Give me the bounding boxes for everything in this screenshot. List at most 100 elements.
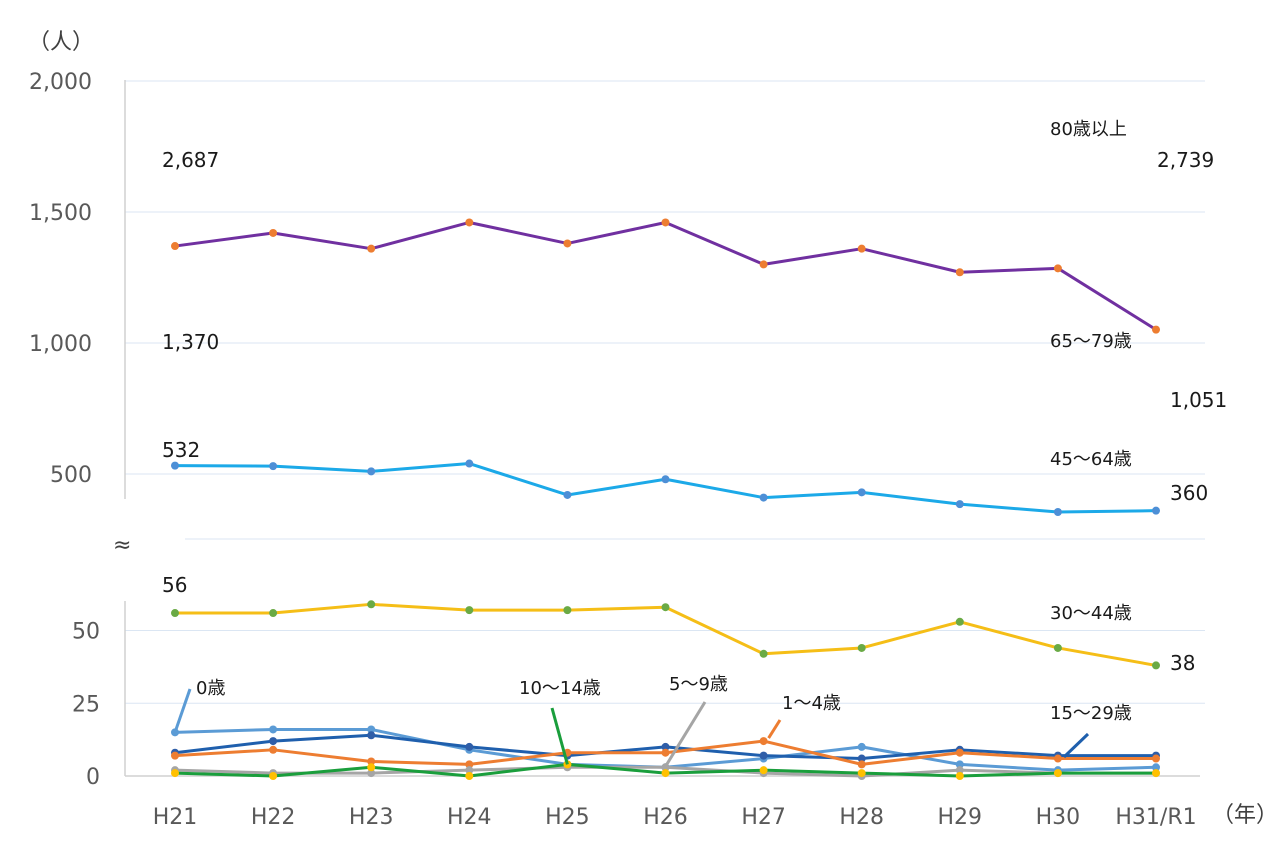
point-lower-10-14-h31-r1: [1152, 769, 1160, 778]
point-lower-30-44-h29: [955, 617, 964, 626]
x-unit-label: （年）: [1212, 803, 1278, 828]
series-label-15-29: 15～29歳: [1050, 703, 1132, 724]
point-lower-15-29-h23: [367, 731, 376, 740]
point-lower-10-14-h28: [857, 769, 866, 778]
y-tick-lower-50: 50: [72, 620, 100, 645]
y-tick-lower-0: 0: [86, 765, 100, 790]
point-lower-1-4-h28: [857, 760, 866, 769]
point-lower-1-4-h24: [465, 760, 474, 769]
point-upper-45-64-h22: [269, 462, 278, 471]
point-upper-65-79-h25: [563, 239, 572, 248]
point-lower-30-44-h23: [367, 600, 376, 609]
x-tick-h29: H29: [938, 805, 983, 830]
x-tick-h25: H25: [545, 805, 590, 830]
point-lower-10-14-h26: [661, 769, 670, 778]
point-lower-1-4-h21: [171, 751, 179, 760]
point-lower-30-44-h31-r1: [1152, 661, 1160, 670]
point-upper-65-79-h31-r1: [1152, 325, 1160, 334]
data-label-first-45-64: 532: [162, 438, 200, 462]
point-lower-0-h22: [269, 725, 278, 734]
series-line-upper-45-64: [174, 462, 1157, 514]
axis-break-symbol: ≈: [113, 533, 131, 558]
point-lower-10-14-h30: [1053, 769, 1062, 778]
point-upper-65-79-h23: [367, 244, 376, 253]
point-lower-30-44-h21: [171, 609, 179, 618]
x-tick-h30: H30: [1036, 805, 1081, 830]
point-lower-10-14-h23: [367, 763, 376, 772]
data-label-last-80plus: 2,739: [1157, 148, 1214, 172]
series-label-30-44: 30～44歳: [1050, 603, 1132, 624]
point-upper-45-64-h21: [171, 461, 179, 470]
point-upper-45-64-h29: [955, 500, 964, 509]
point-lower-30-44-h25: [563, 606, 572, 615]
x-tick-h27: H27: [741, 805, 786, 830]
series-label-0: 0歳: [196, 678, 225, 699]
point-lower-15-29-h28: [857, 754, 866, 763]
point-upper-65-79-h30: [1053, 264, 1062, 273]
point-upper-45-64-h27: [759, 493, 768, 502]
leader-5-9: [663, 701, 707, 769]
series-line-lower-30-44: [175, 602, 1157, 667]
y-tick-upper-1-000: 1,000: [29, 332, 92, 357]
point-lower-15-29-h27: [759, 751, 768, 760]
x-tick-h24: H24: [447, 805, 492, 830]
point-lower-1-4-h29: [955, 748, 964, 757]
y-tick-lower-25: 25: [72, 692, 100, 717]
point-upper-65-79-h28: [857, 244, 866, 253]
x-tick-h23: H23: [349, 805, 394, 830]
x-tick-h31-r1: H31/R1: [1115, 805, 1196, 830]
point-lower-10-14-h27: [759, 766, 768, 775]
series-label-80plus: 80歳以上: [1050, 119, 1127, 140]
point-lower-15-29-h22: [269, 737, 278, 746]
point-lower-0-h29: [955, 760, 964, 769]
leader-0: [173, 688, 192, 733]
point-lower-1-4-h22: [269, 745, 278, 754]
x-tick-h28: H28: [839, 805, 884, 830]
data-label-first-30-44: 56: [162, 573, 187, 597]
point-lower-1-4-h30: [1053, 754, 1062, 763]
point-lower-1-4-h26: [661, 748, 670, 757]
point-lower-30-44-h26: [661, 603, 670, 612]
data-label-last-65-79: 1,051: [1170, 388, 1227, 412]
point-lower-1-4-h31-r1: [1152, 754, 1160, 763]
point-lower-0-h28: [857, 742, 866, 751]
point-upper-65-79-h22: [269, 228, 278, 237]
point-upper-65-79-h24: [465, 218, 474, 227]
point-lower-10-14-h24: [465, 772, 474, 780]
data-label-first-65-79: 1,370: [162, 330, 219, 354]
series-label-1-4: 1～4歳: [782, 693, 841, 714]
point-lower-5-9-h24: [465, 766, 474, 775]
point-lower-10-14-h21: [171, 769, 179, 778]
series-line-upper-65-79: [174, 220, 1157, 331]
point-lower-30-44-h28: [857, 643, 866, 652]
point-lower-30-44-h30: [1053, 643, 1062, 652]
x-tick-h22: H22: [251, 805, 296, 830]
point-upper-65-79-h27: [759, 260, 768, 269]
y-unit-label: （人）: [28, 30, 94, 55]
point-lower-30-44-h22: [269, 609, 278, 618]
series-label-5-9: 5～9歳: [669, 674, 728, 695]
point-upper-45-64-h24: [465, 459, 474, 468]
series-label-65-79: 65～79歳: [1050, 331, 1132, 352]
point-lower-0-h23: [367, 725, 376, 734]
point-upper-65-79-h21: [171, 242, 179, 251]
y-tick-upper-2-000: 2,000: [29, 70, 92, 95]
x-tick-h26: H26: [643, 805, 688, 830]
point-upper-45-64-h30: [1053, 507, 1062, 516]
y-tick-upper-1-500: 1,500: [29, 201, 92, 226]
series-label-45-64: 45～64歳: [1050, 449, 1132, 470]
point-upper-45-64-h31-r1: [1152, 506, 1160, 515]
point-lower-1-4-h27: [759, 737, 768, 746]
data-label-last-30-44: 38: [1170, 651, 1195, 675]
y-tick-upper-500: 500: [50, 463, 92, 488]
point-lower-0-h31-r1: [1152, 763, 1160, 772]
series-label-10-14: 10～14歳: [519, 678, 601, 699]
point-lower-30-44-h27: [759, 649, 768, 658]
data-label-last-45-64: 360: [1170, 481, 1208, 505]
point-upper-45-64-h26: [661, 475, 670, 484]
leader-10-14: [550, 707, 569, 765]
point-lower-15-29-h26: [661, 742, 670, 751]
point-lower-5-9-h23: [367, 769, 376, 778]
